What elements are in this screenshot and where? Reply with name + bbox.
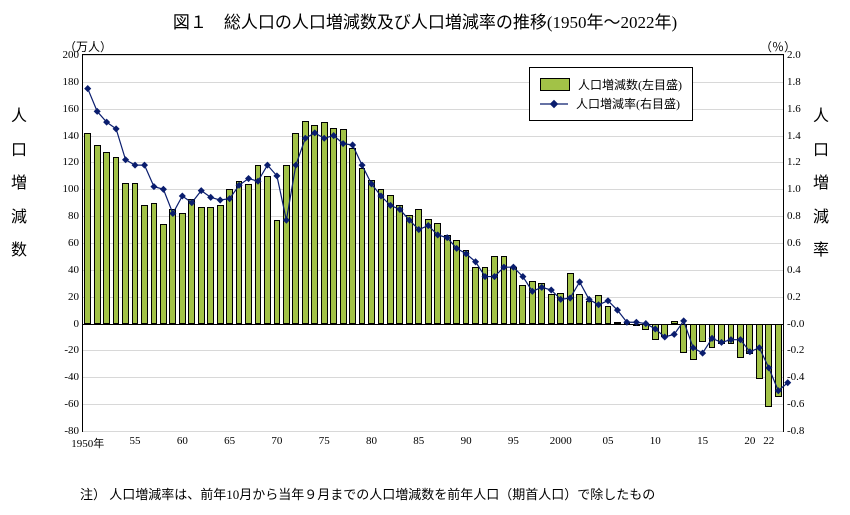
chart-title: 図１ 総人口の人口増減数及び人口増減率の推移(1950年～2022年): [0, 0, 850, 33]
x-tick: 10: [650, 431, 661, 447]
y1-tick: 80: [47, 210, 83, 222]
legend-bar-label: 人口増減数(左目盛): [578, 76, 682, 93]
x-tick: 60: [177, 431, 188, 447]
y2-tick: 2.0: [783, 49, 823, 61]
y2-tick: 0.4: [783, 264, 823, 276]
x-tick: 75: [319, 431, 330, 447]
legend: 人口増減数(左目盛) 人口増減率(右目盛): [529, 67, 693, 121]
y1-tick: 20: [47, 291, 83, 303]
legend-swatch-bar-icon: [540, 78, 570, 91]
legend-swatch-line-icon: [540, 97, 568, 111]
y2-tick: 0.2: [783, 291, 823, 303]
y2-tick: 0.8: [783, 210, 823, 222]
legend-line-label: 人口増減率(右目盛): [576, 95, 680, 112]
y1-tick: 160: [47, 103, 83, 115]
y1-tick: -20: [47, 344, 83, 356]
y1-tick: 180: [47, 76, 83, 88]
y1-tick: 120: [47, 156, 83, 168]
y2-tick: -0.8: [783, 425, 823, 437]
x-tick: 90: [461, 431, 472, 447]
x-tick: 1950年: [71, 431, 104, 451]
x-tick: 95: [508, 431, 519, 447]
y2-tick: 1.6: [783, 103, 823, 115]
chart-footnote: 注） 人口増減率は、前年10月から当年９月までの人口増減数を前年人口（期首人口）…: [80, 484, 655, 503]
y2-tick: 1.0: [783, 183, 823, 195]
y2-tick: 1.2: [783, 156, 823, 168]
x-tick: 2000: [550, 431, 572, 447]
y1-tick: 200: [47, 49, 83, 61]
y2-tick: -0.2: [783, 344, 823, 356]
gridline: [83, 431, 783, 432]
plot-area: -80-60-40-20020406080100120140160180200-…: [82, 54, 784, 432]
chart-container: 図１ 総人口の人口増減数及び人口増減率の推移(1950年～2022年) （万人）…: [0, 0, 850, 515]
y1-tick: 0: [47, 318, 83, 330]
y2-tick: 0.6: [783, 237, 823, 249]
x-tick: 80: [366, 431, 377, 447]
y1-tick: -60: [47, 398, 83, 410]
y2-tick: 1.4: [783, 130, 823, 142]
x-tick: 20: [744, 431, 755, 447]
y1-tick: 100: [47, 183, 83, 195]
x-tick: 70: [271, 431, 282, 447]
legend-item-line: 人口増減率(右目盛): [540, 95, 682, 112]
x-tick: 85: [413, 431, 424, 447]
y2-tick: -0.0: [783, 318, 823, 330]
x-tick: 22: [763, 431, 774, 447]
y2-tick: -0.6: [783, 398, 823, 410]
y1-tick: 40: [47, 264, 83, 276]
x-tick: 55: [130, 431, 141, 447]
legend-item-bar: 人口増減数(左目盛): [540, 76, 682, 93]
y2-tick: 1.8: [783, 76, 823, 88]
y1-axis-label: 人口増減数: [10, 100, 28, 268]
y1-tick: 60: [47, 237, 83, 249]
y1-tick: 140: [47, 130, 83, 142]
x-tick: 05: [603, 431, 614, 447]
y1-tick: -40: [47, 371, 83, 383]
x-tick: 65: [224, 431, 235, 447]
x-tick: 15: [697, 431, 708, 447]
